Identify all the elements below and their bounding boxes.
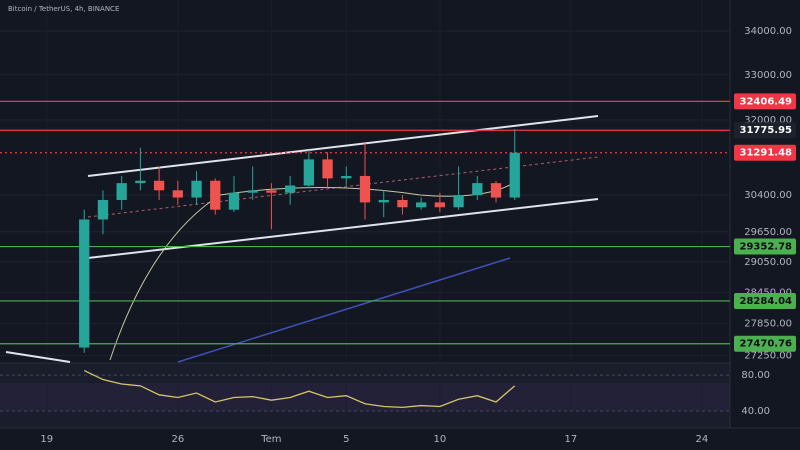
y-tick-label: 33000.00 (744, 70, 792, 81)
candle-body (397, 199, 408, 208)
price-tag-label: 31775.95 (739, 125, 792, 136)
x-tick-label: 10 (434, 434, 447, 445)
y-tick-label: 27250.00 (744, 351, 792, 362)
price-tag (734, 238, 796, 255)
rsi-tick-label: 40.00 (741, 406, 770, 417)
candle-body (228, 192, 240, 210)
y-tick-label: 29050.00 (744, 257, 792, 268)
candle-body (322, 159, 333, 179)
moving-average-long (177, 257, 511, 363)
candle-body (472, 183, 483, 196)
y-tick-label: 29650.00 (744, 227, 792, 238)
candle-body (97, 199, 109, 220)
x-tick-label: Tem (260, 434, 281, 445)
candle-body (266, 190, 277, 193)
price-tag-label: 28284.04 (739, 296, 792, 307)
candle-body (490, 183, 502, 198)
y-tick-label: 30400.00 (744, 190, 792, 201)
rsi-line (83, 370, 516, 409)
candle-body (303, 159, 314, 186)
chart-title: Bitcoin / TetherUS, 4h, BINANCE (8, 5, 119, 13)
candle-body (116, 183, 127, 200)
candle-body (284, 185, 296, 193)
price-tag-label: 27470.76 (739, 339, 792, 350)
x-tick-label: 5 (343, 434, 349, 445)
candle-body (453, 195, 464, 208)
price-tag-label: 31291.48 (739, 148, 792, 159)
candle-body (210, 180, 221, 210)
price-tag (734, 93, 796, 110)
price-tag (734, 144, 796, 161)
x-tick-label: 17 (565, 434, 578, 445)
candle-body (341, 175, 352, 179)
rsi-tick-label: 80.00 (741, 370, 770, 381)
x-tick-label: 24 (696, 434, 709, 445)
candle-body (434, 202, 446, 208)
candle-body (416, 202, 427, 208)
price-tag (734, 292, 796, 309)
price-tag (734, 335, 796, 352)
candle-body (191, 180, 202, 198)
channel-bottom (87, 198, 599, 259)
trend-line (5, 351, 71, 363)
x-tick-label: 26 (171, 434, 184, 445)
candle-body (79, 219, 90, 348)
candle-body (247, 190, 258, 193)
candle-body (509, 152, 520, 198)
candle-body (378, 199, 389, 203)
channel-top (87, 115, 599, 177)
candle-body (172, 190, 183, 198)
x-tick-label: 19 (40, 434, 53, 445)
price-tag-label: 32406.49 (739, 96, 792, 107)
y-tick-label: 28450.00 (744, 287, 792, 298)
y-tick-label: 27850.00 (744, 319, 792, 330)
rsi-band (0, 383, 730, 411)
price-tag-label: 29352.78 (739, 242, 792, 253)
candle-body (359, 175, 371, 203)
price-tag (734, 122, 796, 139)
y-tick-label: 34000.00 (744, 26, 792, 37)
candle-body (153, 180, 165, 191)
candle-body (135, 180, 146, 184)
y-tick-label: 32000.00 (744, 115, 792, 126)
